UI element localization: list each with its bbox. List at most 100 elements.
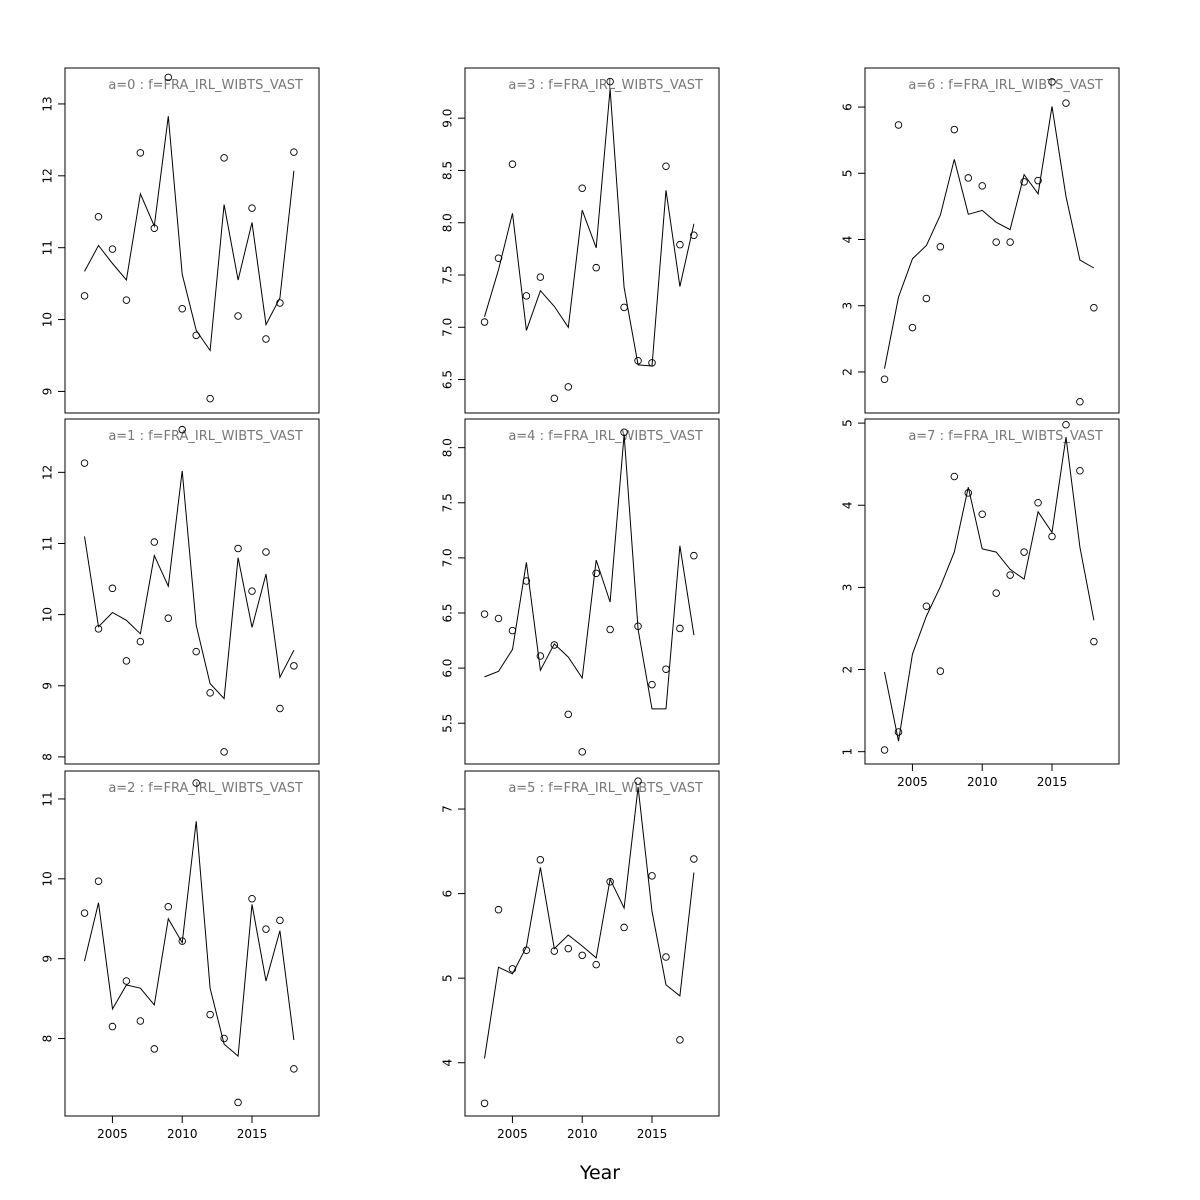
panel-title: a=0 : f=FRA_IRL_WIBTS_VAST — [108, 78, 303, 93]
observed-point — [634, 356, 642, 365]
observed-point — [894, 121, 903, 129]
panel-frame — [464, 67, 720, 414]
observed-point — [648, 359, 656, 367]
fitted-line — [484, 787, 695, 1059]
observed-point — [494, 614, 503, 623]
y-tick-label: 6.5 — [441, 603, 455, 622]
observed-point — [922, 602, 931, 611]
observed-point — [178, 937, 186, 945]
observed-point — [922, 294, 931, 303]
y-tick-label: 12 — [41, 465, 55, 480]
observed-point — [1062, 99, 1070, 107]
observed-point — [508, 160, 517, 168]
observed-point — [676, 1036, 684, 1044]
panel-title: a=5 : f=FRA_IRL_WIBTS_VAST — [508, 781, 703, 796]
x-tick-label: 2005 — [97, 1127, 128, 1141]
fitted-line — [84, 470, 295, 700]
fitted-line — [884, 437, 1095, 742]
observed-point — [94, 625, 103, 633]
observed-point — [80, 909, 89, 917]
observed-point — [690, 855, 698, 863]
observed-point — [620, 303, 628, 312]
y-tick-label: 9 — [41, 955, 55, 963]
panel-frame — [64, 67, 320, 414]
y-tick-label: 8 — [41, 1035, 55, 1043]
y-tick-label: 8 — [41, 753, 55, 761]
observed-point — [248, 895, 256, 903]
panel-frame — [64, 418, 320, 765]
observed-point — [164, 614, 173, 622]
panel-a5: a=5 : f=FRA_IRL_WIBTS_VAST 4 5 6 7 2005 2010 20… — [441, 770, 720, 1141]
observed-point — [262, 925, 270, 933]
observed-point — [564, 710, 573, 719]
observed-point — [992, 589, 1000, 597]
y-tick-label: 6 — [441, 890, 455, 898]
y-tick-label: 8.0 — [441, 438, 455, 457]
panel-title: a=1 : f=FRA_IRL_WIBTS_VAST — [108, 429, 303, 444]
fitted-line — [484, 88, 695, 367]
observed-point — [936, 243, 945, 251]
observed-point — [1090, 637, 1098, 646]
y-tick-label: 5 — [841, 169, 855, 177]
x-tick-label: 2010 — [967, 775, 998, 789]
y-tick-label: 8.5 — [441, 161, 455, 180]
y-tick-label: 7.0 — [441, 548, 455, 567]
panel-title: a=7 : f=FRA_IRL_WIBTS_VAST — [908, 429, 1103, 444]
observed-point — [578, 184, 586, 192]
y-tick-label: 10 — [41, 871, 55, 886]
observed-point — [494, 254, 503, 263]
observed-point — [234, 544, 242, 553]
y-tick-label: 4 — [841, 236, 855, 244]
observed-point — [1020, 548, 1028, 556]
observed-point — [122, 657, 131, 665]
y-tick-label: 11 — [41, 791, 55, 806]
observed-point — [1048, 532, 1056, 541]
observed-point — [276, 916, 284, 925]
observed-point — [108, 1022, 117, 1031]
y-tick-label: 6.0 — [441, 659, 455, 678]
y-tick-label: 9 — [41, 682, 55, 690]
observed-point — [978, 510, 986, 519]
observed-point — [276, 299, 284, 307]
observed-point — [690, 231, 698, 240]
observed-point — [150, 538, 159, 546]
fitted-line — [884, 106, 1095, 369]
observed-point — [178, 425, 186, 434]
fitted-line — [484, 434, 695, 710]
observed-point — [620, 428, 628, 436]
x-tick-label: 2015 — [637, 1127, 668, 1141]
observed-point — [662, 162, 670, 171]
y-tick-label: 7.0 — [441, 318, 455, 337]
observed-point — [80, 459, 89, 467]
observed-point — [220, 1034, 228, 1043]
y-tick-label: 12 — [41, 168, 55, 183]
y-tick-label: 2 — [841, 666, 855, 674]
observed-point — [192, 779, 200, 787]
y-tick-label: 8.0 — [441, 213, 455, 232]
x-axis-title: Year — [579, 1162, 620, 1184]
observed-point — [964, 174, 973, 182]
observed-point — [248, 204, 256, 212]
observed-point — [648, 872, 656, 880]
observed-point — [164, 903, 173, 911]
observed-point — [592, 960, 600, 969]
y-tick-label: 5 — [841, 419, 855, 427]
observed-point — [290, 662, 298, 670]
y-tick-label: 7.5 — [441, 493, 455, 512]
observed-point — [494, 905, 503, 914]
observed-point — [150, 224, 159, 233]
observed-point — [108, 584, 117, 593]
observed-point — [1048, 78, 1056, 86]
observed-point — [578, 748, 586, 756]
x-tick-label: 2005 — [497, 1127, 528, 1141]
observed-point — [94, 877, 103, 885]
observed-point — [262, 548, 270, 556]
observed-point — [234, 312, 242, 320]
observed-point — [192, 647, 200, 656]
observed-point — [536, 273, 545, 281]
observed-point — [894, 728, 903, 736]
panel-title: a=6 : f=FRA_IRL_WIBTS_VAST — [908, 78, 1103, 93]
fitted-line — [84, 116, 295, 352]
panel-frame — [864, 418, 1120, 765]
